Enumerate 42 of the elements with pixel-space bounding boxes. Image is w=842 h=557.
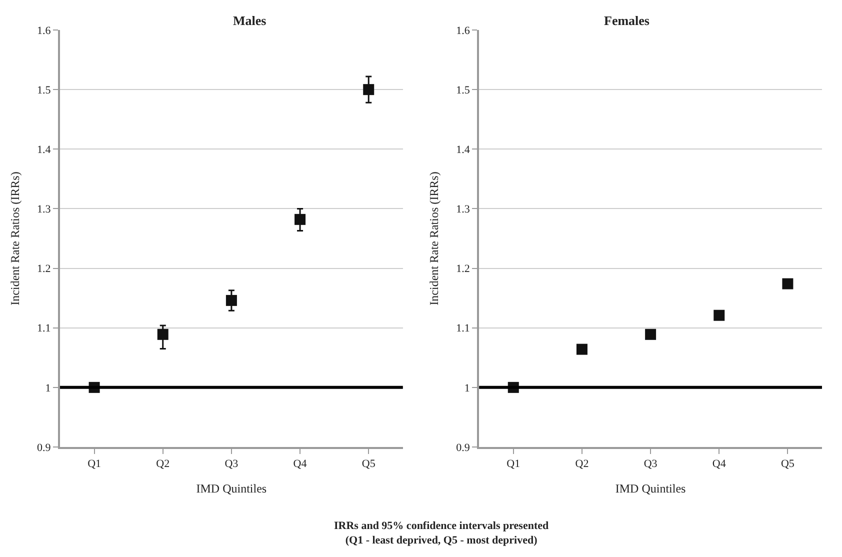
y-tick-label: 1.4 — [37, 144, 52, 156]
point — [226, 294, 237, 306]
x-tick-label: Q1 — [506, 458, 520, 470]
x-tick-label: Q3 — [224, 458, 239, 470]
y-tick-label: 1.6 — [456, 24, 470, 37]
x-tick-label: Q5 — [362, 458, 376, 470]
point — [645, 328, 656, 340]
y-axis-title: Incident Rate Ratios (IRRs) — [8, 172, 22, 306]
x-tick-label: Q5 — [780, 458, 795, 470]
x-tick-label: Q4 — [293, 458, 308, 470]
y-tick-label: 1.5 — [37, 84, 52, 96]
text: IRRs and 95% confidence intervals presented — [334, 520, 549, 532]
point — [782, 278, 794, 290]
point — [576, 344, 588, 355]
point — [294, 214, 306, 225]
point — [363, 84, 374, 96]
y-tick-label: 0.9 — [37, 442, 52, 454]
x-tick-label: Q2 — [156, 458, 170, 470]
y-tick-label: 1.4 — [456, 144, 470, 156]
y-tick-label: 1.1 — [37, 322, 51, 335]
x-tick-label: Q3 — [644, 458, 658, 470]
y-tick-label: 1.5 — [456, 84, 470, 96]
y-tick-label: 1 — [464, 382, 470, 394]
x-tick-label: Q2 — [575, 458, 589, 470]
point — [157, 328, 168, 340]
y-tick-label: 1.3 — [37, 204, 52, 216]
point — [714, 310, 725, 321]
y-tick-label: 1.1 — [456, 322, 470, 335]
chart-title: Males — [233, 13, 266, 28]
y-tick-label: 0.9 — [456, 442, 470, 454]
y-tick-label: 1.2 — [37, 263, 51, 276]
x-axis-title: IMD Quintiles — [615, 482, 686, 496]
text: (Q1 - least deprived, Q5 - most deprived) — [345, 534, 538, 546]
y-tick-label: 1.3 — [456, 204, 470, 216]
chart-title: Females — [604, 13, 650, 28]
y-tick-label: 1.6 — [37, 24, 52, 37]
x-axis-title: IMD Quintiles — [196, 482, 267, 496]
y-axis-title: Incident Rate Ratios (IRRs) — [426, 172, 441, 306]
y-tick-label: 1.2 — [456, 263, 470, 276]
y-tick-label: 1 — [45, 382, 51, 394]
x-tick-label: Q4 — [712, 458, 726, 470]
x-tick-label: Q1 — [88, 458, 102, 470]
